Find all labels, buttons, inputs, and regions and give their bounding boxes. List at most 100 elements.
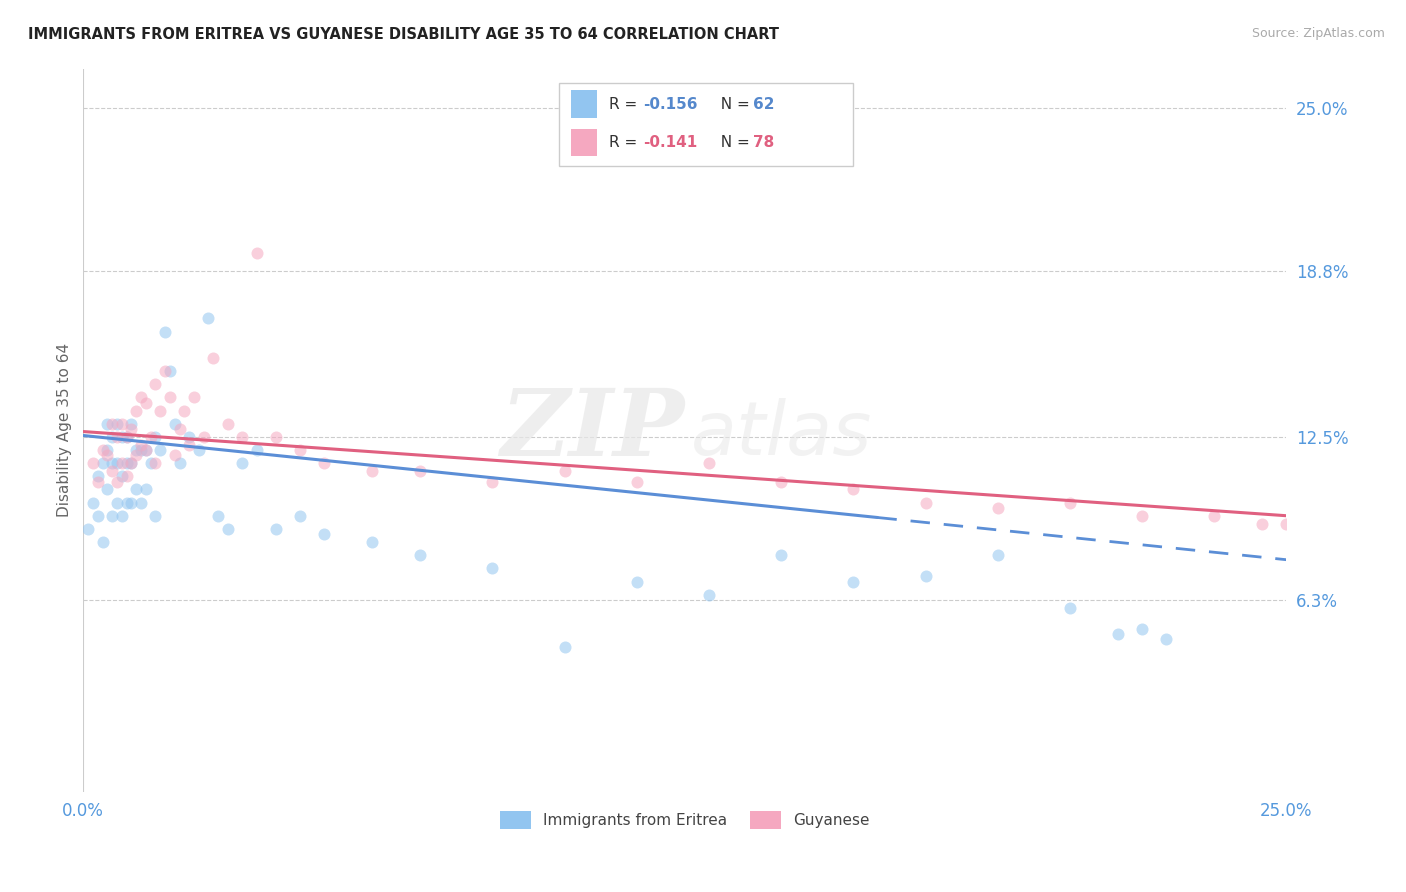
Point <box>120 456 142 470</box>
Point <box>129 495 152 509</box>
Legend: Immigrants from Eritrea, Guyanese: Immigrants from Eritrea, Guyanese <box>495 805 876 835</box>
Point <box>1381 522 1403 536</box>
Text: 78: 78 <box>754 135 775 150</box>
Point <box>120 456 142 470</box>
Point <box>87 475 110 489</box>
Point <box>481 561 503 575</box>
Point <box>129 390 152 404</box>
Point <box>288 442 311 457</box>
Point <box>1362 527 1385 541</box>
Point <box>207 508 229 523</box>
Point <box>231 430 253 444</box>
Point <box>1059 600 1081 615</box>
Point <box>135 442 157 457</box>
Point <box>153 325 176 339</box>
Point <box>409 548 432 562</box>
Point <box>111 469 134 483</box>
Point <box>217 522 239 536</box>
Point <box>111 417 134 431</box>
Point <box>111 456 134 470</box>
Point <box>101 430 124 444</box>
Point <box>105 417 128 431</box>
Point <box>770 548 793 562</box>
Point <box>361 464 384 478</box>
Point <box>125 442 148 457</box>
Text: IMMIGRANTS FROM ERITREA VS GUYANESE DISABILITY AGE 35 TO 64 CORRELATION CHART: IMMIGRANTS FROM ERITREA VS GUYANESE DISA… <box>28 27 779 42</box>
Point <box>115 495 138 509</box>
Point <box>101 464 124 478</box>
Point <box>1107 627 1129 641</box>
Point <box>1371 535 1393 549</box>
Point <box>554 640 576 655</box>
Point <box>163 417 186 431</box>
Bar <box>571 128 598 156</box>
Point <box>409 464 432 478</box>
Point <box>145 456 167 470</box>
Point <box>1396 527 1406 541</box>
Text: N =: N = <box>711 135 755 150</box>
Point <box>149 442 172 457</box>
Point <box>139 430 162 444</box>
Point <box>115 469 138 483</box>
Point <box>179 438 201 452</box>
Point <box>179 430 201 444</box>
Point <box>245 442 267 457</box>
Point <box>770 475 793 489</box>
Point <box>193 430 215 444</box>
Point <box>115 430 138 444</box>
Point <box>101 417 124 431</box>
Point <box>111 508 134 523</box>
Point <box>264 522 287 536</box>
Point <box>987 548 1010 562</box>
Point <box>129 438 152 452</box>
Point <box>312 456 335 470</box>
Text: ZIP: ZIP <box>501 385 685 475</box>
Point <box>96 417 118 431</box>
Point <box>231 456 253 470</box>
Point <box>125 483 148 497</box>
Point <box>149 403 172 417</box>
Point <box>159 390 181 404</box>
Point <box>145 377 167 392</box>
Point <box>87 469 110 483</box>
Point <box>842 483 865 497</box>
Point <box>169 422 191 436</box>
Point <box>115 456 138 470</box>
Point <box>697 588 720 602</box>
Point <box>481 475 503 489</box>
Text: Source: ZipAtlas.com: Source: ZipAtlas.com <box>1251 27 1385 40</box>
Point <box>120 495 142 509</box>
Point <box>1285 522 1308 536</box>
Point <box>96 483 118 497</box>
Point <box>264 430 287 444</box>
Point <box>87 508 110 523</box>
Point <box>159 364 181 378</box>
Text: -0.141: -0.141 <box>643 135 697 150</box>
Point <box>129 442 152 457</box>
Point <box>135 483 157 497</box>
Point <box>125 448 148 462</box>
Point <box>1130 508 1153 523</box>
Point <box>1154 632 1177 647</box>
Point <box>697 456 720 470</box>
Text: R =: R = <box>609 135 643 150</box>
Text: atlas: atlas <box>690 398 872 470</box>
Point <box>187 442 209 457</box>
Y-axis label: Disability Age 35 to 64: Disability Age 35 to 64 <box>58 343 72 517</box>
Text: R =: R = <box>609 96 643 112</box>
Point <box>91 456 114 470</box>
Point <box>105 495 128 509</box>
Point <box>1299 516 1322 531</box>
Text: 62: 62 <box>754 96 775 112</box>
Point <box>1130 622 1153 636</box>
Point <box>361 535 384 549</box>
Point <box>1313 527 1336 541</box>
Point <box>914 495 936 509</box>
Point <box>153 364 176 378</box>
Point <box>1347 522 1369 536</box>
Point <box>105 456 128 470</box>
Point <box>145 508 167 523</box>
Bar <box>571 90 598 118</box>
Point <box>312 527 335 541</box>
Point <box>914 569 936 583</box>
